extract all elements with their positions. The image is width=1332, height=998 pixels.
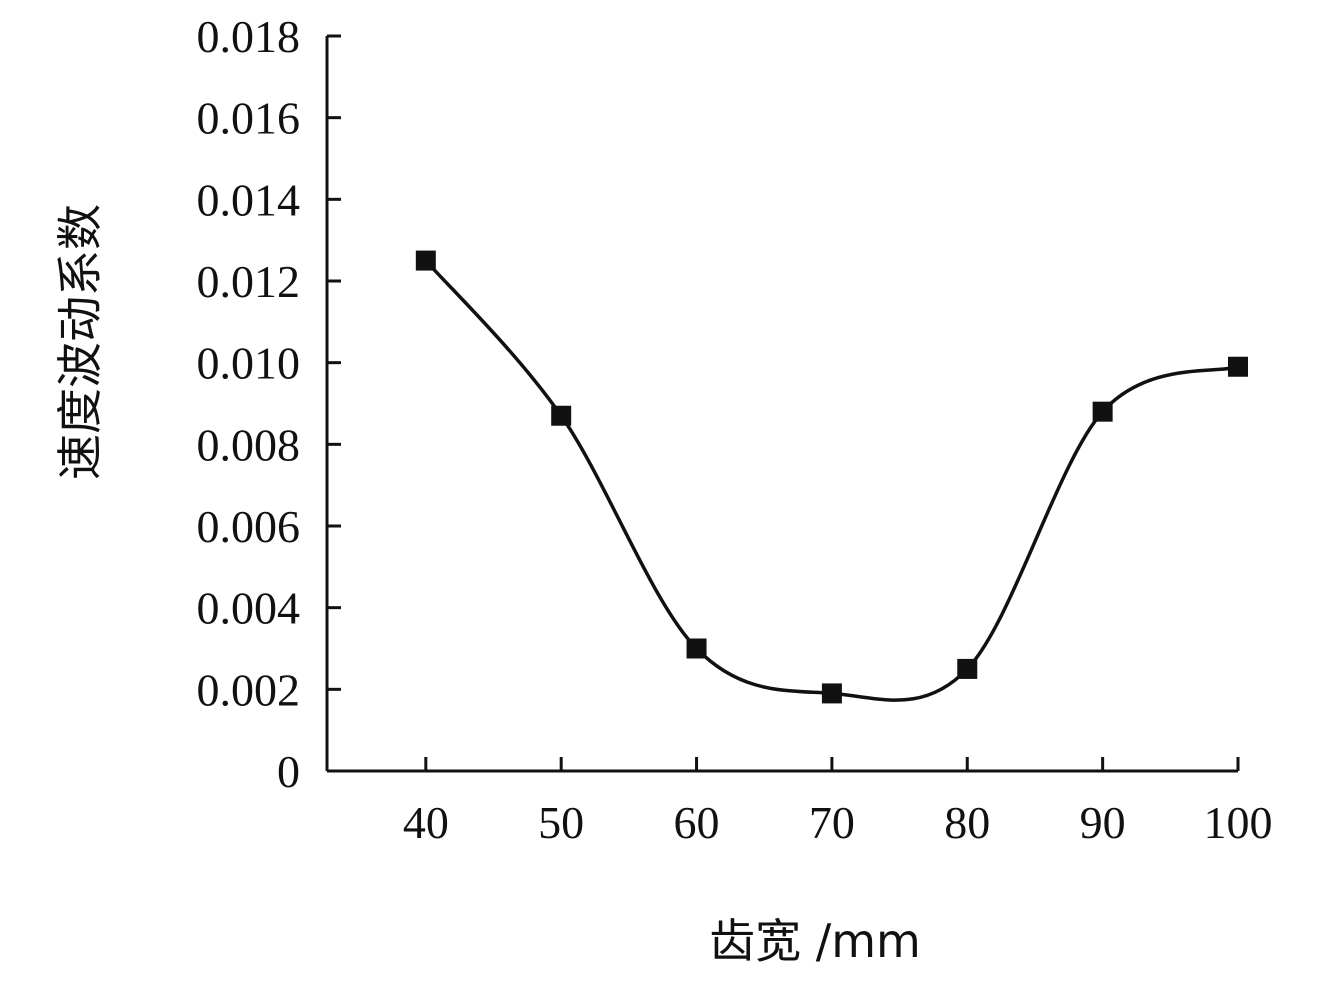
- y-tick-label: 0.012: [197, 256, 301, 307]
- axes: [325, 36, 1238, 773]
- data-point-marker: [957, 658, 978, 679]
- y-tick-label: 0.008: [197, 419, 301, 470]
- y-tick-label: 0.018: [197, 11, 301, 62]
- y-tick-label: 0: [277, 746, 300, 797]
- data-point-marker: [415, 250, 436, 271]
- y-tick-label: 0.006: [197, 501, 301, 552]
- x-tick-label: 80: [944, 797, 990, 848]
- x-tick-label: 70: [809, 797, 855, 848]
- y-tick-label: 0.016: [197, 93, 301, 144]
- x-tick-label: 60: [674, 797, 720, 848]
- x-tick-label: 40: [403, 797, 449, 848]
- y-tick-label: 0.010: [197, 338, 301, 389]
- y-axis-title: 速度波动系数: [53, 204, 107, 480]
- data-point-marker: [551, 405, 572, 426]
- series-line: [424, 259, 1239, 702]
- x-axis-title: 齿宽 /mm: [709, 914, 921, 968]
- data-point-marker: [1228, 356, 1248, 377]
- data-point-marker: [686, 638, 707, 659]
- y-tick-label: 0.014: [197, 174, 301, 225]
- data-point-marker: [821, 683, 842, 704]
- x-tick-label: 100: [1204, 797, 1273, 848]
- y-ticks: 0 0.002 0.004 0.006 0.008 0.010 0.012 0.014 0.01…: [197, 11, 341, 797]
- x-ticks: 40 50 60 70 80 90 100: [403, 757, 1273, 848]
- data-point-marker: [1092, 401, 1113, 422]
- series-markers: [415, 250, 1248, 704]
- x-tick-label: 50: [538, 797, 584, 848]
- y-tick-label: 0.002: [197, 664, 301, 715]
- y-tick-label: 0.004: [197, 583, 301, 634]
- x-tick-label: 90: [1080, 797, 1126, 848]
